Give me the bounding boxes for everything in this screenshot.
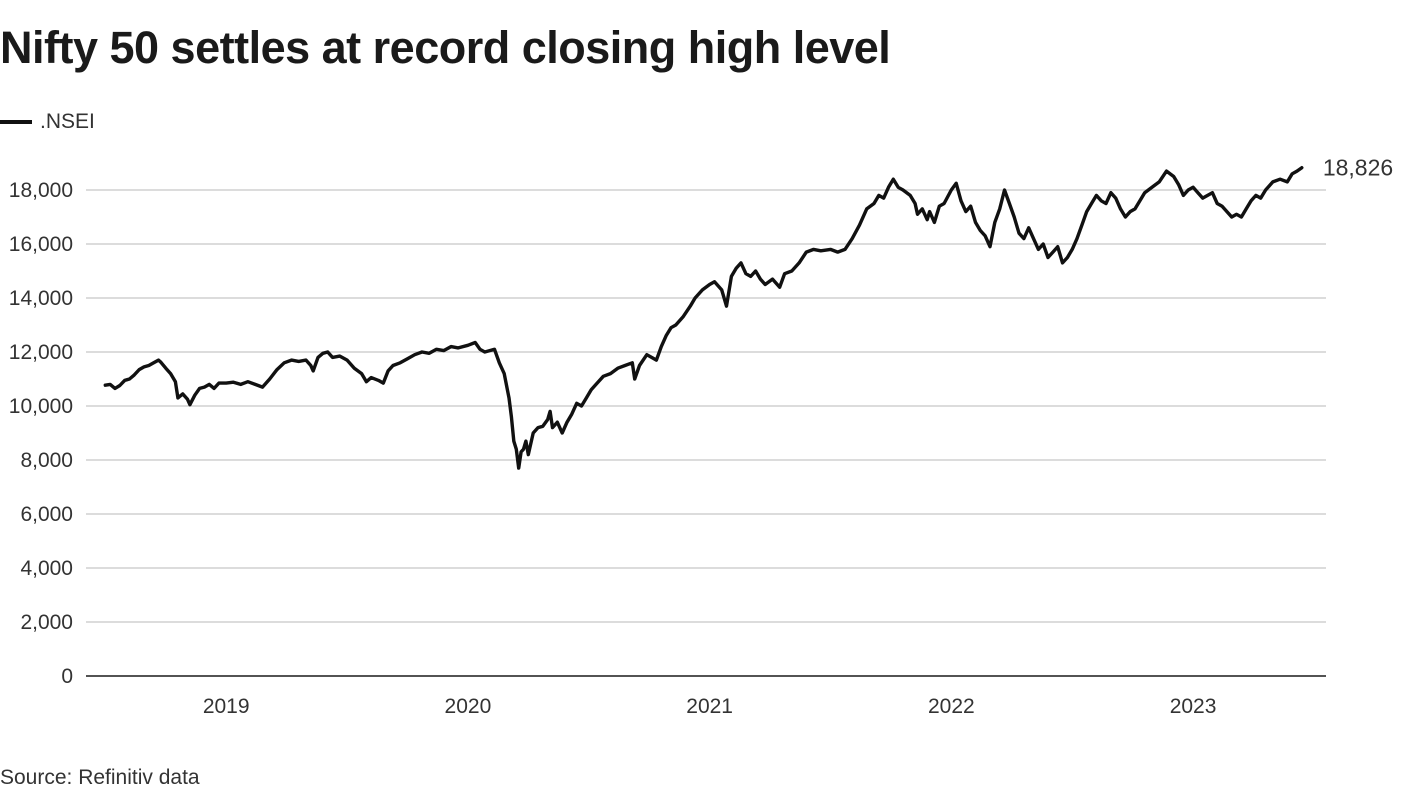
y-tick-label: 10,000 xyxy=(9,395,73,418)
y-tick-label: 4,000 xyxy=(20,557,73,580)
y-tick-labels: 0 2,000 4,000 6,000 8,000 10,000 12,000 14,000 1… xyxy=(9,179,73,688)
y-tick-label: 14,000 xyxy=(9,287,73,310)
y-tick-label: 16,000 xyxy=(9,233,73,256)
end-value-label: 18,826 xyxy=(1323,155,1393,181)
source-note: Source: Refinitiv data xyxy=(0,766,200,789)
legend-label-nsei: .NSEI xyxy=(40,110,95,133)
x-tick-labels: 2019 2020 2021 2022 2023 xyxy=(203,695,1217,718)
chart-title: Nifty 50 settles at record closing high … xyxy=(0,22,891,73)
x-tick-label: 2023 xyxy=(1170,695,1217,718)
y-tick-label: 8,000 xyxy=(20,449,73,472)
x-tick-label: 2019 xyxy=(203,695,250,718)
series-line-nsei xyxy=(103,166,1304,470)
y-tick-label: 6,000 xyxy=(20,503,73,526)
line-chart: 0 2,000 4,000 6,000 8,000 10,000 12,000 14,000 1… xyxy=(9,155,1393,718)
x-tick-label: 2020 xyxy=(445,695,492,718)
legend-swatch-nsei xyxy=(0,120,32,124)
y-tick-label: 2,000 xyxy=(20,611,73,634)
y-tick-label: 0 xyxy=(61,665,73,688)
x-tick-label: 2021 xyxy=(686,695,733,718)
legend: .NSEI xyxy=(0,110,95,134)
y-tick-label: 12,000 xyxy=(9,341,73,364)
y-tick-label: 18,000 xyxy=(9,179,73,202)
x-tick-label: 2022 xyxy=(928,695,975,718)
gridlines xyxy=(86,189,1326,623)
